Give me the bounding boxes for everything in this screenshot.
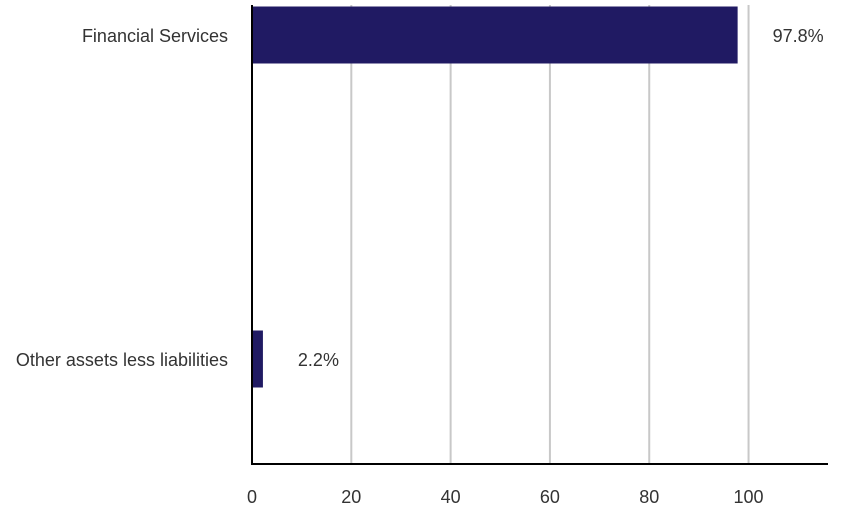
x-tick-label: 40 <box>441 487 461 507</box>
data-label: 2.2% <box>298 350 339 370</box>
bar <box>252 6 738 64</box>
data-label: 97.8% <box>773 26 824 46</box>
x-tick-label: 0 <box>247 487 257 507</box>
labels: 0 20 40 60 80 100 Financial Services 97.8% Other… <box>16 26 824 507</box>
category-label: Financial Services <box>82 26 228 46</box>
gridlines <box>350 5 750 464</box>
bar <box>252 330 263 388</box>
category-label: Other assets less liabilities <box>16 350 228 370</box>
x-tick-label: 60 <box>540 487 560 507</box>
bars <box>252 6 738 388</box>
x-tick-label: 100 <box>734 487 764 507</box>
axes <box>251 5 828 465</box>
x-tick-label: 20 <box>341 487 361 507</box>
x-tick-label: 80 <box>639 487 659 507</box>
